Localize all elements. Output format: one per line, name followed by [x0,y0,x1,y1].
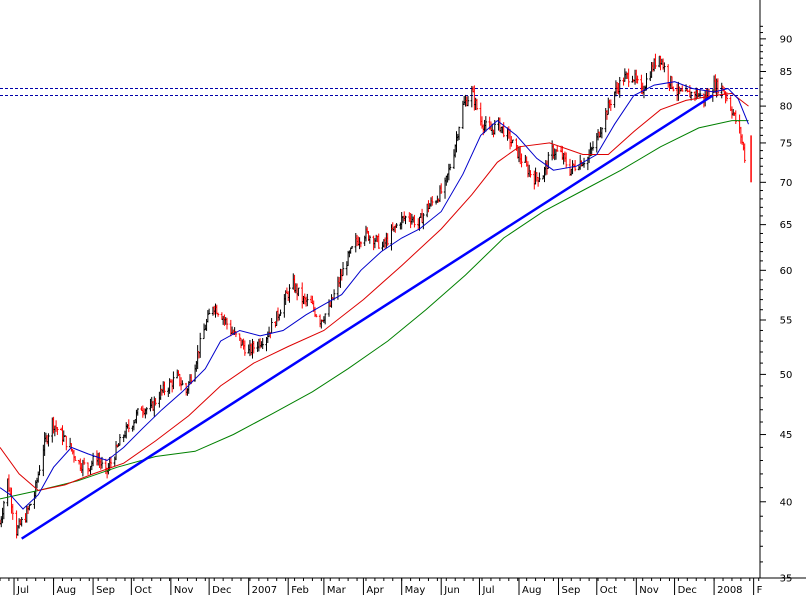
x-tick-label: Aug [522,585,542,595]
ma-medium-line [0,92,749,492]
x-tick-label: Oct [600,585,617,595]
x-tick-label: May [405,585,426,595]
x-tick-label: Dec [678,585,697,595]
y-tick-label: 55 [780,315,793,326]
x-tick-label: Nov [174,585,194,595]
y-tick-label: 75 [780,138,793,149]
ma-long-line [0,120,749,500]
y-tick-label: 40 [780,497,793,508]
trendline [21,94,714,540]
y-tick-label: 85 [780,67,793,78]
y-tick-label: 50 [780,370,793,381]
y-tick-label: 60 [780,266,793,277]
x-tick-label: Jul [481,585,494,595]
x-tick-label: Feb [291,585,309,595]
y-tick-label: 80 [780,102,793,113]
x-tick-label: Jul [16,585,29,595]
x-tick-label: Jun [443,585,460,595]
x-tick-label: Oct [134,585,151,595]
series-layer [0,53,760,540]
x-tick-label: Mar [327,585,347,595]
x-tick-label: Aug [57,585,77,595]
y-tick-label: 65 [780,220,793,231]
ma-short-line [0,81,749,510]
y-tick-label: 35 [780,574,793,585]
x-tick-label: Dec [212,585,231,595]
x-tick-label: Apr [366,585,384,595]
y-tick-label: 70 [780,178,793,189]
x-tick-label: Nov [639,585,659,595]
x-tick-label: Sep [562,585,581,595]
x-tick-label: 2008 [717,585,742,595]
x-tick-label: 2007 [252,585,277,595]
y-tick-label: 90 [780,34,793,45]
x-tick-label: Sep [96,585,115,595]
y-tick-label: 45 [780,430,793,441]
x-tick-label: F [757,585,763,595]
